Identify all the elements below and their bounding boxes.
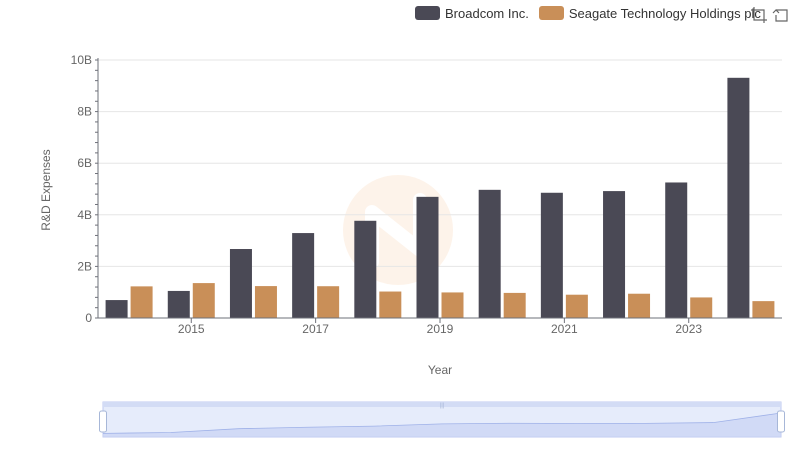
x-tick-label: 2017 — [302, 322, 329, 336]
bar-seagate-2014 — [130, 286, 153, 318]
bar-broadcom-2023 — [665, 182, 688, 318]
bar-broadcom-2018 — [354, 220, 377, 318]
bar-broadcom-2016 — [229, 249, 252, 318]
axes-group: 0 2B 4B 6B 8B 10B 2015 2017 2019 2021 2023 — [71, 53, 782, 336]
bar-seagate-2022 — [628, 293, 651, 318]
zoom-top-bar — [103, 402, 781, 407]
bar-broadcom-2017 — [292, 233, 315, 318]
bar-seagate-2024 — [752, 301, 775, 318]
bar-broadcom-2024 — [727, 77, 750, 318]
x-tick-label: 2015 — [178, 322, 205, 336]
y-tick-label: 2B — [77, 259, 92, 273]
legend-label-broadcom: Broadcom Inc. — [445, 5, 529, 21]
y-tick-label: 0 — [85, 311, 92, 325]
y-tick-label: 4B — [77, 208, 92, 222]
bar-broadcom-2015 — [167, 290, 190, 318]
bar-broadcom-2021 — [540, 192, 563, 318]
bar-seagate-2021 — [565, 294, 588, 318]
y-axis-title: R&D Expenses — [39, 149, 53, 231]
zoom-handle-left — [99, 410, 107, 433]
bar-seagate-2019 — [441, 292, 464, 318]
bar-seagate-2016 — [254, 286, 277, 318]
legend-item-broadcom[interactable]: Broadcom Inc. — [415, 6, 529, 21]
y-tick-label: 6B — [77, 156, 92, 170]
zoom-handle-right — [777, 410, 785, 433]
bar-broadcom-2014 — [105, 300, 128, 318]
zoom-preview-line — [102, 412, 782, 434]
toolbox — [746, 6, 790, 24]
x-axis-title: Year — [427, 363, 453, 377]
x-tick-label: 2023 — [675, 322, 702, 336]
y-tick-label: 8B — [77, 105, 92, 119]
bar-seagate-2017 — [317, 286, 340, 318]
bar-seagate-2018 — [379, 291, 402, 318]
bar-seagate-2023 — [690, 297, 713, 318]
legend-item-seagate[interactable]: Seagate Technology Holdings plc — [538, 5, 761, 21]
y-tick-label: 10B — [71, 53, 92, 67]
bar-broadcom-2019 — [416, 196, 439, 318]
zoom-icon[interactable] — [750, 6, 768, 24]
data-zoom-slider[interactable]: ||| — [99, 401, 785, 438]
zoom-drag-grip: ||| — [440, 403, 445, 409]
bars-group — [105, 77, 775, 318]
legend-swatch-broadcom — [415, 6, 440, 20]
x-tick-label: 2019 — [427, 322, 454, 336]
restore-icon[interactable] — [772, 6, 790, 24]
x-tick-label: 2021 — [551, 322, 578, 336]
legend: Broadcom Inc. Seagate Technology Holding… — [415, 4, 771, 22]
legend-label-seagate: Seagate Technology Holdings plc — [568, 5, 761, 21]
bar-seagate-2015 — [192, 283, 215, 318]
zoom-preview-area — [103, 413, 781, 437]
bar-broadcom-2020 — [478, 189, 501, 318]
bar-seagate-2020 — [503, 292, 526, 318]
bar-broadcom-2022 — [603, 191, 626, 318]
legend-swatch-seagate — [538, 6, 564, 20]
